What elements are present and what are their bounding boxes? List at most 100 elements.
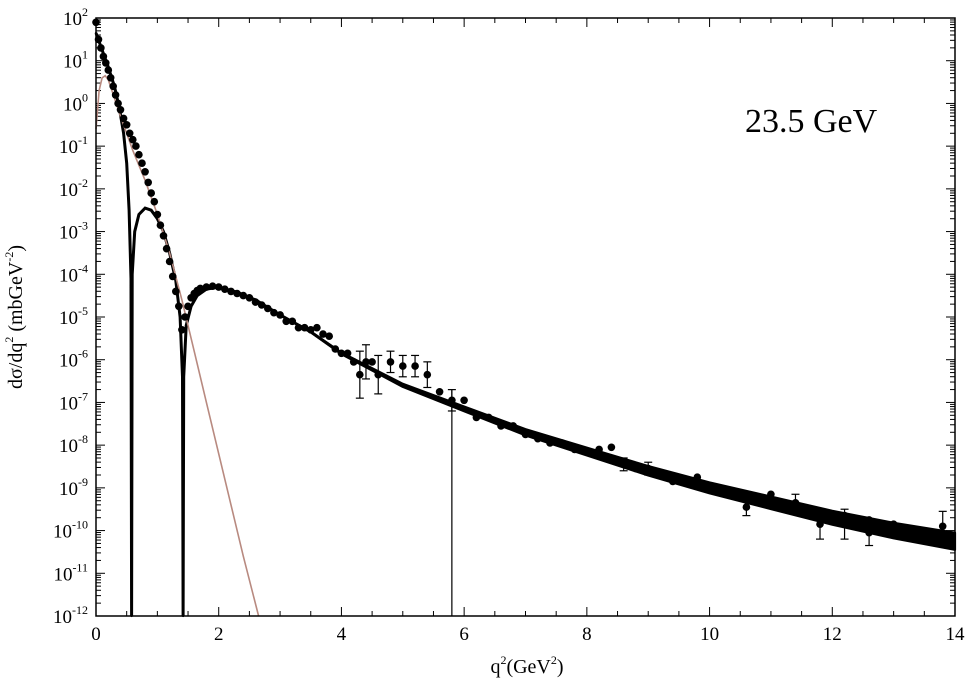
y-tick-label: 102 (63, 5, 88, 30)
data-point (362, 358, 370, 366)
y-tick-label: 10-6 (59, 347, 88, 372)
data-point (125, 129, 134, 138)
data-point (331, 345, 340, 353)
data-point (534, 434, 542, 443)
data-point (300, 323, 309, 332)
data-point (119, 114, 128, 123)
data-point (97, 44, 105, 52)
data-point (865, 516, 873, 524)
data-point (319, 330, 327, 338)
data-point (644, 464, 652, 473)
data-point (840, 520, 849, 528)
data-point (114, 99, 122, 108)
x-tick-label: 8 (582, 624, 592, 645)
y-tick-label: 101 (63, 48, 88, 73)
data-point (159, 232, 168, 240)
data-point (144, 178, 152, 187)
data-point (484, 413, 493, 422)
data-point (227, 287, 235, 296)
data-point (106, 74, 115, 82)
data-point (214, 283, 223, 291)
data-point (288, 317, 297, 326)
y-tick-label: 10-7 (59, 389, 88, 414)
tick-labels: 0 2 4 6 8 10 12 14 102 101 100 10-1 10-2 10-3 10-4 10-5… (53, 5, 965, 645)
y-tick-label: 10-10 (53, 518, 88, 543)
data-point (168, 272, 177, 281)
data-point (349, 358, 358, 366)
data-point (558, 439, 567, 447)
data-point (129, 135, 137, 144)
y-tick-label: 10-1 (59, 133, 88, 158)
x-tick-label: 14 (946, 624, 966, 645)
data-point (116, 106, 125, 114)
data-point (791, 499, 800, 507)
data-point (208, 282, 217, 291)
data-point (840, 511, 849, 520)
energy-annotation: 23.5 GeV (745, 103, 878, 140)
data-point (104, 66, 113, 74)
data-point (172, 287, 180, 296)
data-point (147, 189, 155, 197)
data-point (374, 370, 383, 379)
data-point (718, 486, 726, 494)
x-tick-label: 0 (91, 624, 101, 645)
component-curve (95, 74, 260, 617)
data-point (546, 439, 554, 447)
data-point (239, 291, 248, 300)
data-point (337, 349, 346, 358)
data-point (767, 490, 775, 499)
y-tick-label: 10-3 (59, 219, 88, 244)
data-point (742, 490, 751, 499)
y-tick-label: 10-11 (53, 560, 88, 585)
data-point (509, 422, 517, 430)
data-point (150, 197, 159, 206)
y-tick-label: 10-8 (59, 432, 88, 457)
data-point (632, 464, 640, 473)
data-point (276, 311, 284, 319)
data-point (294, 323, 303, 332)
data-point (181, 313, 189, 321)
data-point (109, 82, 117, 91)
data-point (245, 294, 254, 302)
data-point (141, 168, 149, 176)
data-point (448, 396, 456, 405)
data-point (184, 302, 192, 311)
data-point (162, 244, 171, 253)
data-point (399, 362, 407, 370)
y-tick-label: 10-9 (59, 475, 88, 500)
data-point (521, 430, 530, 439)
x-axis-title: q2(GeV2) (490, 653, 563, 678)
x-tick-label: 6 (459, 624, 469, 645)
data-point (178, 326, 186, 334)
data-point (99, 52, 108, 61)
y-tick-label: 10-2 (59, 176, 88, 201)
data-point (282, 317, 291, 326)
data-point (122, 121, 131, 129)
data-point (264, 304, 272, 313)
x-tick-label: 10 (700, 624, 719, 645)
data-point (583, 447, 591, 456)
data-point (889, 520, 898, 528)
y-tick-label: 10-5 (59, 304, 88, 329)
data-point (472, 413, 481, 422)
data-point (343, 349, 352, 358)
data-point (196, 284, 205, 293)
data-point (865, 528, 873, 537)
data-point (257, 301, 266, 309)
data-point (156, 221, 165, 229)
data-point (693, 473, 702, 482)
data-point (938, 522, 947, 531)
data-point (607, 443, 616, 452)
data-point (435, 388, 444, 396)
x-tick-label: 12 (823, 624, 842, 645)
data-point (270, 308, 278, 317)
data-point (153, 210, 162, 219)
data-point (411, 362, 419, 370)
data-point (102, 59, 110, 67)
data-point (175, 302, 183, 311)
y-axis-title: dσ/dq2 (mbGeV-2) (2, 245, 27, 389)
data-point (619, 460, 628, 469)
data-point (221, 285, 229, 294)
y-tick-label: 10-4 (59, 261, 88, 286)
